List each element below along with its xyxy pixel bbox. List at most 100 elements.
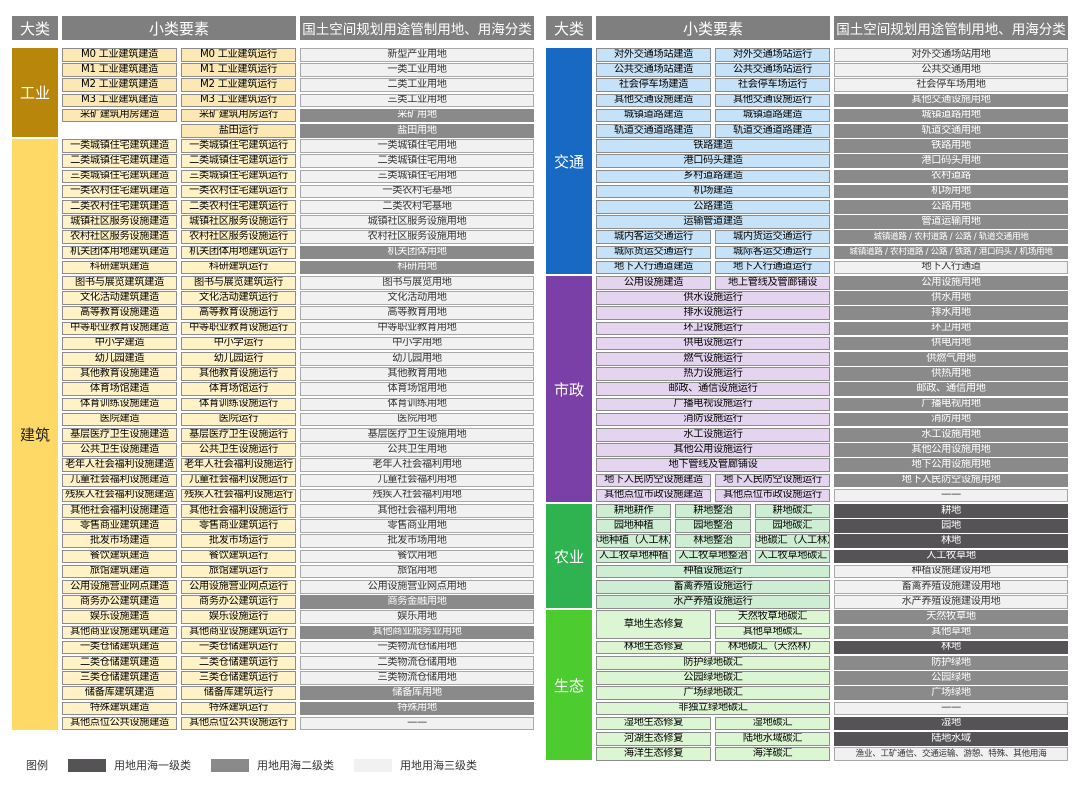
category-ecology: 生态	[546, 610, 592, 761]
municipal-row-usage: 地下公用设施用地	[834, 458, 1068, 472]
building-row-usage: 农村社区服务设施用地	[300, 230, 534, 244]
industry-row-usage: 盐田用地	[300, 124, 534, 138]
building-row-element: 医院运行	[181, 412, 296, 427]
ecology-row-element: 湿地碳汇	[715, 716, 830, 731]
transport-row-element: 城镇道路建造	[715, 108, 830, 123]
industry-row-element: 采矿建筑用房建造	[62, 108, 177, 123]
legend-label-tier3: 用地用海三级类	[400, 759, 477, 772]
building-row-element: 图书与展览建筑建造	[62, 276, 177, 290]
building-row-usage: 餐饮用地	[300, 549, 534, 564]
ecology-row-element: 河湖生态修复	[596, 732, 711, 746]
ecology-row-usage: 防护绿地	[834, 656, 1068, 670]
municipal-row-usage: 水工设施用地	[834, 428, 1068, 442]
transport-row-element: 对外交通场站建造	[596, 48, 711, 62]
building-row-element: 餐饮建筑建造	[62, 549, 177, 564]
transport-row-usage: 对外交通场站用地	[834, 48, 1068, 62]
building-row-element: 二类农村住宅建筑运行	[181, 200, 296, 214]
building-row-usage: 储备库用地	[300, 686, 534, 700]
building-row-element: 三类仓储建筑建造	[62, 671, 177, 685]
agriculture-row-element: 园地整治	[675, 519, 751, 533]
building-row-element: 老年人社会福利设施运行	[181, 458, 296, 472]
building-row-element: 其他教育设施运行	[181, 367, 296, 381]
ecology-row-usage: 湿地	[834, 716, 1068, 731]
industry-row-element: M0 工业建筑建造	[62, 48, 177, 62]
building-row-usage: 三类城镇住宅用地	[300, 169, 534, 184]
transport-row-usage: 城镇道路 / 农村道路 / 公路 / 铁路 / 港口码头 / 机场用地	[834, 245, 1068, 260]
building-row-element: 零售商业建筑运行	[181, 519, 296, 533]
industry-row-element: M2 工业建筑建造	[62, 78, 177, 92]
municipal-row-usage: 公用设施用地	[834, 276, 1068, 290]
transport-row-usage: 地下人行通道	[834, 260, 1068, 275]
building-row-element: 一类城镇住宅建筑建造	[62, 139, 177, 153]
building-row-element: 娱乐设施建造	[62, 610, 177, 624]
ecology-row-usage: 渔业、工矿通信、交通运输、游憩、特殊、其他用海	[834, 747, 1068, 761]
municipal-row-element: 广播电视设施运行	[596, 397, 830, 412]
building-row-usage: 科研用地	[300, 260, 534, 275]
ecology-row-element: 非独立绿地碳汇	[596, 701, 830, 716]
building-row-usage: 二类城镇住宅用地	[300, 154, 534, 168]
header-elements-left: 小类要素	[62, 16, 296, 40]
ecology-row-usage: ——	[834, 701, 1068, 716]
building-row-element: 残疾人社会福利设施运行	[181, 488, 296, 503]
building-row-element: 医院建造	[62, 412, 177, 427]
building-row-element: 商务办公建筑建造	[62, 595, 177, 609]
building-row-element: 农村社区服务设施运行	[181, 230, 296, 244]
transport-row-element: 港口码头建造	[596, 154, 830, 168]
industry-row-element: M1 工业建筑建造	[62, 63, 177, 77]
ecology-row-element: 海洋生态修复	[596, 747, 711, 761]
transport-row-element: 社会停车场建造	[596, 78, 711, 92]
building-row-element: 中等职业教育设施建造	[62, 321, 177, 336]
agriculture-row-usage: 畜禽养殖设施建设用地	[834, 580, 1068, 594]
category-industry: 工业	[12, 48, 58, 138]
building-row-element: 体育训练设施建造	[62, 397, 177, 412]
transport-row-element: 社会停车场运行	[715, 78, 830, 92]
building-row-element: 其他教育设施建造	[62, 367, 177, 381]
municipal-row-element: 地下管线及管廊铺设	[596, 458, 830, 472]
agriculture-row-usage: 水产养殖设施建设用地	[834, 595, 1068, 609]
building-row-element: 商务办公建筑运行	[181, 595, 296, 609]
industry-row-usage: 二类工业用地	[300, 78, 534, 92]
building-row-element: 二类城镇住宅建筑建造	[62, 154, 177, 168]
transport-row-usage: 城镇道路用地	[834, 108, 1068, 123]
transport-row-usage: 其他交通设施用地	[834, 93, 1068, 108]
building-row-element: 高等教育设施运行	[181, 306, 296, 320]
building-row-element: 一类仓储建筑建造	[62, 640, 177, 655]
building-row-usage: 中等职业教育用地	[300, 321, 534, 336]
agriculture-row-element: 人工牧草地整治	[675, 549, 751, 564]
municipal-row-usage: 供热用地	[834, 367, 1068, 381]
municipal-row-usage: 供电用地	[834, 336, 1068, 351]
municipal-row-element: 燃气设施运行	[596, 352, 830, 366]
building-row-element: 储备库建筑运行	[181, 686, 296, 700]
category-transport: 交通	[546, 48, 592, 274]
agriculture-row-element: 耕地整治	[675, 504, 751, 518]
agriculture-row-usage: 耕地	[834, 504, 1068, 518]
municipal-row-element: 地下人民防空设施运行	[715, 473, 830, 488]
building-row-element: 餐饮建筑运行	[181, 549, 296, 564]
building-row-usage: 零售商业用地	[300, 519, 534, 533]
municipal-row-element: 水工设施运行	[596, 428, 830, 442]
building-row-element: 批发市场建造	[62, 534, 177, 548]
building-row-usage: 残疾人社会福利用地	[300, 488, 534, 503]
agriculture-row-element: 人工牧草地种植	[596, 549, 672, 564]
transport-row-usage: 城镇道路 / 农村道路 / 公路 / 轨道交通用地	[834, 230, 1068, 244]
ecology-row-element: 林地生态修复	[596, 640, 711, 655]
building-row-usage: 旅馆用地	[300, 564, 534, 579]
municipal-row-usage: 广播电视用地	[834, 397, 1068, 412]
building-row-element: 基层医疗卫生设施建造	[62, 428, 177, 442]
industry-row-usage: 新型产业用地	[300, 48, 534, 62]
building-row-element: 娱乐设施运行	[181, 610, 296, 624]
building-row-usage: 三类物流仓储用地	[300, 671, 534, 685]
building-row-usage: 体育训练用地	[300, 397, 534, 412]
building-row-usage: 一类农村宅基地	[300, 184, 534, 199]
municipal-row-element: 地上管线及管廊铺设	[715, 276, 830, 290]
municipal-row-element: 热力设施运行	[596, 367, 830, 381]
ecology-row-usage: 公园绿地	[834, 671, 1068, 685]
municipal-row-usage: 供水用地	[834, 291, 1068, 305]
municipal-row-element: 环卫设施运行	[596, 321, 830, 336]
ecology-row-usage: 林地	[834, 640, 1068, 655]
building-row-element: 批发市场运行	[181, 534, 296, 548]
transport-row-element: 公共交通场站建造	[596, 63, 711, 77]
building-row-element: 三类城镇住宅建筑运行	[181, 169, 296, 184]
agriculture-row-element: 园地种植	[596, 519, 672, 533]
municipal-row-element: 供电设施运行	[596, 336, 830, 351]
